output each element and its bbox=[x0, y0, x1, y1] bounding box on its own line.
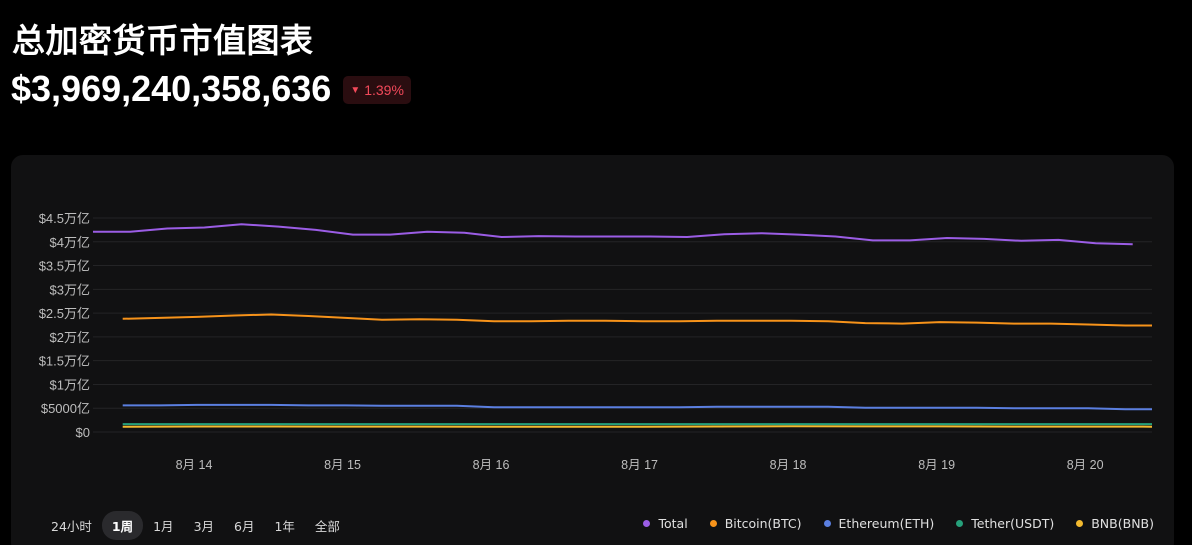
legend-dot-icon bbox=[643, 520, 651, 527]
y-tick-label: $1万亿 bbox=[50, 377, 90, 392]
range-tab[interactable]: 6月 bbox=[234, 519, 255, 534]
legend-item[interactable]: Tether(USDT) bbox=[956, 516, 1054, 531]
y-tick-label: $3万亿 bbox=[50, 282, 90, 297]
legend-dot-icon bbox=[956, 520, 964, 527]
y-tick-label: $2万亿 bbox=[50, 330, 90, 345]
legend-item[interactable]: Total bbox=[643, 516, 688, 531]
legend-label: Ethereum(ETH) bbox=[838, 516, 935, 531]
x-tick-label: 8月 15 bbox=[324, 458, 361, 472]
y-tick-label: $5000亿 bbox=[41, 401, 90, 416]
y-tick-label: $2.5万亿 bbox=[39, 306, 90, 321]
chart-legend: Total Bitcoin(BTC) Ethereum(ETH) Tether(USD… bbox=[643, 516, 1154, 531]
series-line-bitcoin-btc[interactable] bbox=[122, 313, 1152, 327]
market-cap-chart: $0 $5000亿 $1万亿 $1.5万亿 $2万亿 $2.5万亿 $3万亿 $3.5万亿 $4… bbox=[39, 211, 1153, 472]
change-badge: ▼ 1.39% bbox=[343, 76, 411, 104]
x-tick-label: 8月 14 bbox=[176, 458, 213, 472]
range-tabs: 24小时 1周 1月 3月 6月 1年 全部 bbox=[41, 511, 350, 540]
series-line-bnb-bnb[interactable] bbox=[122, 425, 1153, 428]
range-tab[interactable]: 1年 bbox=[274, 519, 295, 534]
legend-label: Bitcoin(BTC) bbox=[724, 516, 802, 531]
market-cap-value: $3,969,240,358,636 bbox=[11, 68, 332, 109]
y-tick-label: $1.5万亿 bbox=[39, 354, 90, 369]
legend-dot-icon bbox=[823, 520, 831, 527]
x-tick-label: 8月 17 bbox=[621, 458, 658, 472]
series-line-ethereum-eth[interactable] bbox=[122, 403, 1152, 411]
market-cap-row: $3,969,240,358,636 ▼ 1.39% bbox=[11, 68, 411, 110]
y-tick-label: $4.5万亿 bbox=[39, 211, 90, 226]
x-tick-label: 8月 19 bbox=[918, 458, 955, 472]
range-tab[interactable]: 3月 bbox=[193, 519, 215, 534]
range-tab[interactable]: 1月 bbox=[153, 519, 174, 534]
legend-label: Tether(USDT) bbox=[971, 516, 1055, 531]
chart-panel: $0 $5000亿 $1万亿 $1.5万亿 $2万亿 $2.5万亿 $3万亿 $3.5万亿 $4… bbox=[11, 155, 1174, 545]
legend-label: Total bbox=[658, 516, 688, 531]
x-tick-label: 8月 20 bbox=[1067, 458, 1104, 472]
legend-item[interactable]: Bitcoin(BTC) bbox=[709, 516, 802, 531]
legend-item[interactable]: BNB(BNB) bbox=[1076, 516, 1154, 531]
range-tab[interactable]: 全部 bbox=[314, 519, 340, 534]
range-tab[interactable]: 1周 bbox=[101, 511, 144, 540]
y-tick-label: $0 bbox=[76, 425, 90, 440]
legend-label: BNB(BNB) bbox=[1091, 516, 1154, 531]
legend-dot-icon bbox=[1076, 520, 1084, 527]
y-tick-label: $4万亿 bbox=[50, 235, 90, 250]
y-tick-label: $3.5万亿 bbox=[39, 259, 90, 274]
page-title: 总加密货币市值图表 bbox=[12, 21, 314, 60]
series-line-total[interactable] bbox=[93, 223, 1133, 246]
range-tab[interactable]: 24小时 bbox=[51, 519, 92, 534]
x-tick-label: 8月 18 bbox=[770, 458, 807, 472]
legend-dot-icon bbox=[709, 520, 717, 527]
x-tick-label: 8月 16 bbox=[473, 458, 510, 472]
down-triangle-icon: ▼ bbox=[350, 84, 361, 96]
legend-item[interactable]: Ethereum(ETH) bbox=[823, 516, 935, 531]
change-percent: 1.39% bbox=[364, 82, 404, 98]
